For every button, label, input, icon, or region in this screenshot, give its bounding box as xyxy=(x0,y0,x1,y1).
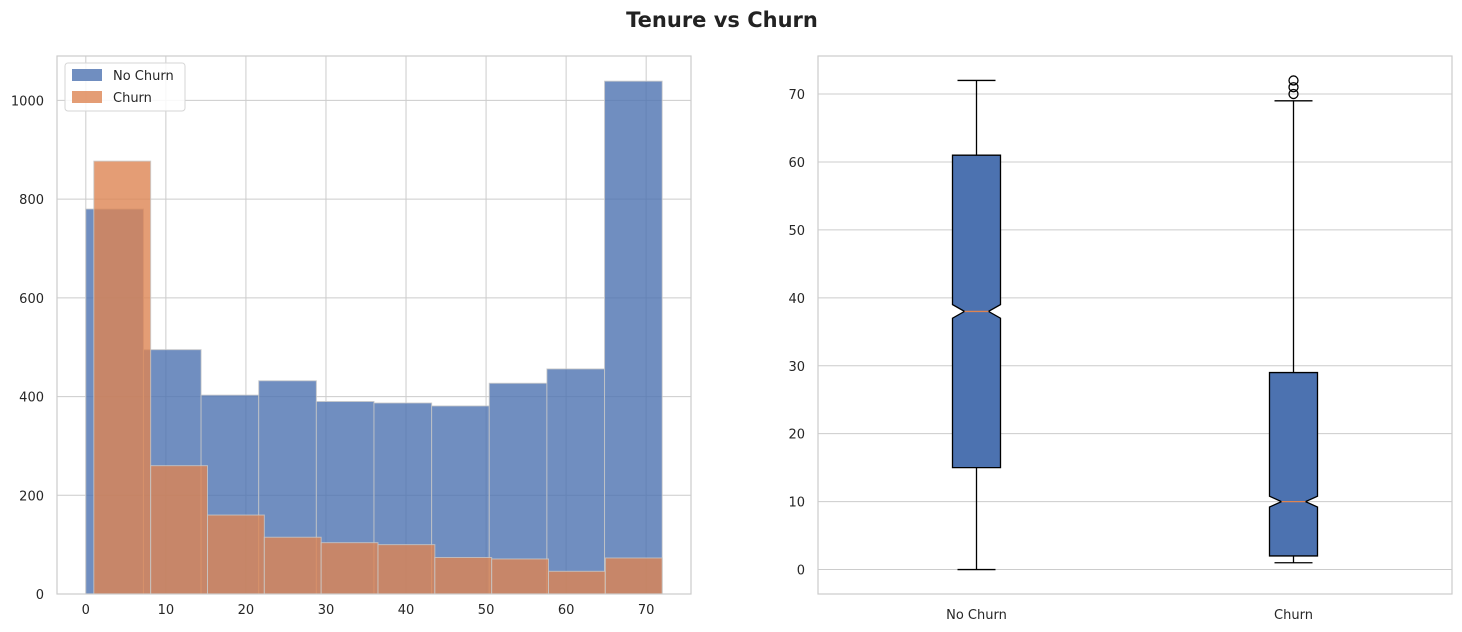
hist-x-tick-label: 0 xyxy=(82,603,90,618)
hist-x-tick-label: 60 xyxy=(558,603,575,618)
legend-label: No Churn xyxy=(113,69,174,84)
hist-y-tick-label: 400 xyxy=(19,391,44,406)
hist-y-tick-label: 800 xyxy=(19,193,44,208)
tenure-histogram: 0 10 20 30 40 50 60 70 0 200 400 600 800 1000 No Churn… xyxy=(11,55,692,618)
hist-y-tick-label: 1000 xyxy=(11,94,44,109)
hist-bar-churn xyxy=(93,160,152,595)
box-y-tick-label: 10 xyxy=(788,496,805,511)
hist-bar-no-churn xyxy=(546,368,606,595)
hist-x-tick-label: 10 xyxy=(158,603,175,618)
hist-x-tick-label: 50 xyxy=(478,603,495,618)
hist-axes-frame xyxy=(56,55,692,595)
box-outlier-churn xyxy=(1288,75,1299,86)
box-y-tick-label: 60 xyxy=(788,156,805,171)
hist-bar-churn xyxy=(377,544,436,595)
hist-bar-churn xyxy=(604,557,663,595)
legend-swatch-no-churn xyxy=(72,69,102,81)
legend-label: Churn xyxy=(113,91,152,106)
hist-x-tick-label: 70 xyxy=(638,603,655,618)
hist-bar-churn xyxy=(548,570,606,595)
hist-y-tick-label: 0 xyxy=(36,588,44,603)
box-x-tick-label: Churn xyxy=(1274,608,1313,623)
hist-legend: No Churn Churn xyxy=(64,62,186,112)
hist-y-tick-label: 200 xyxy=(19,489,44,504)
hist-bar-churn xyxy=(206,514,265,595)
hist-bar-churn xyxy=(434,556,493,595)
legend-swatch-churn xyxy=(72,91,102,103)
hist-bar-churn xyxy=(263,536,322,595)
hist-x-tick-label: 30 xyxy=(318,603,335,618)
box-outlier-churn xyxy=(1288,88,1299,100)
hist-bar-churn xyxy=(150,465,208,595)
box-y-tick-label: 20 xyxy=(788,428,805,443)
tenure-boxplot: 0 10 20 30 40 50 60 70 No Churn Churn xyxy=(788,55,1453,623)
hist-x-tick-label: 20 xyxy=(238,603,255,618)
box-x-tick-label: No Churn xyxy=(946,608,1007,623)
box-axes-frame xyxy=(817,55,1453,595)
hist-y-tick-label: 600 xyxy=(19,292,44,307)
box-y-tick-label: 30 xyxy=(788,360,805,375)
hist-x-tick-label: 40 xyxy=(398,603,415,618)
box-y-tick-label: 70 xyxy=(788,88,805,103)
box-body-churn xyxy=(1268,371,1319,557)
hist-bar-no-churn xyxy=(604,80,663,595)
hist-bar-churn xyxy=(320,542,379,595)
box-outlier-churn xyxy=(1288,82,1299,93)
box-y-tick-label: 50 xyxy=(788,224,805,239)
hist-bar-churn xyxy=(491,558,550,595)
box-y-tick-label: 0 xyxy=(797,564,805,579)
figure-title: Tenure vs Churn xyxy=(626,8,818,32)
box-y-tick-label: 40 xyxy=(788,292,805,307)
